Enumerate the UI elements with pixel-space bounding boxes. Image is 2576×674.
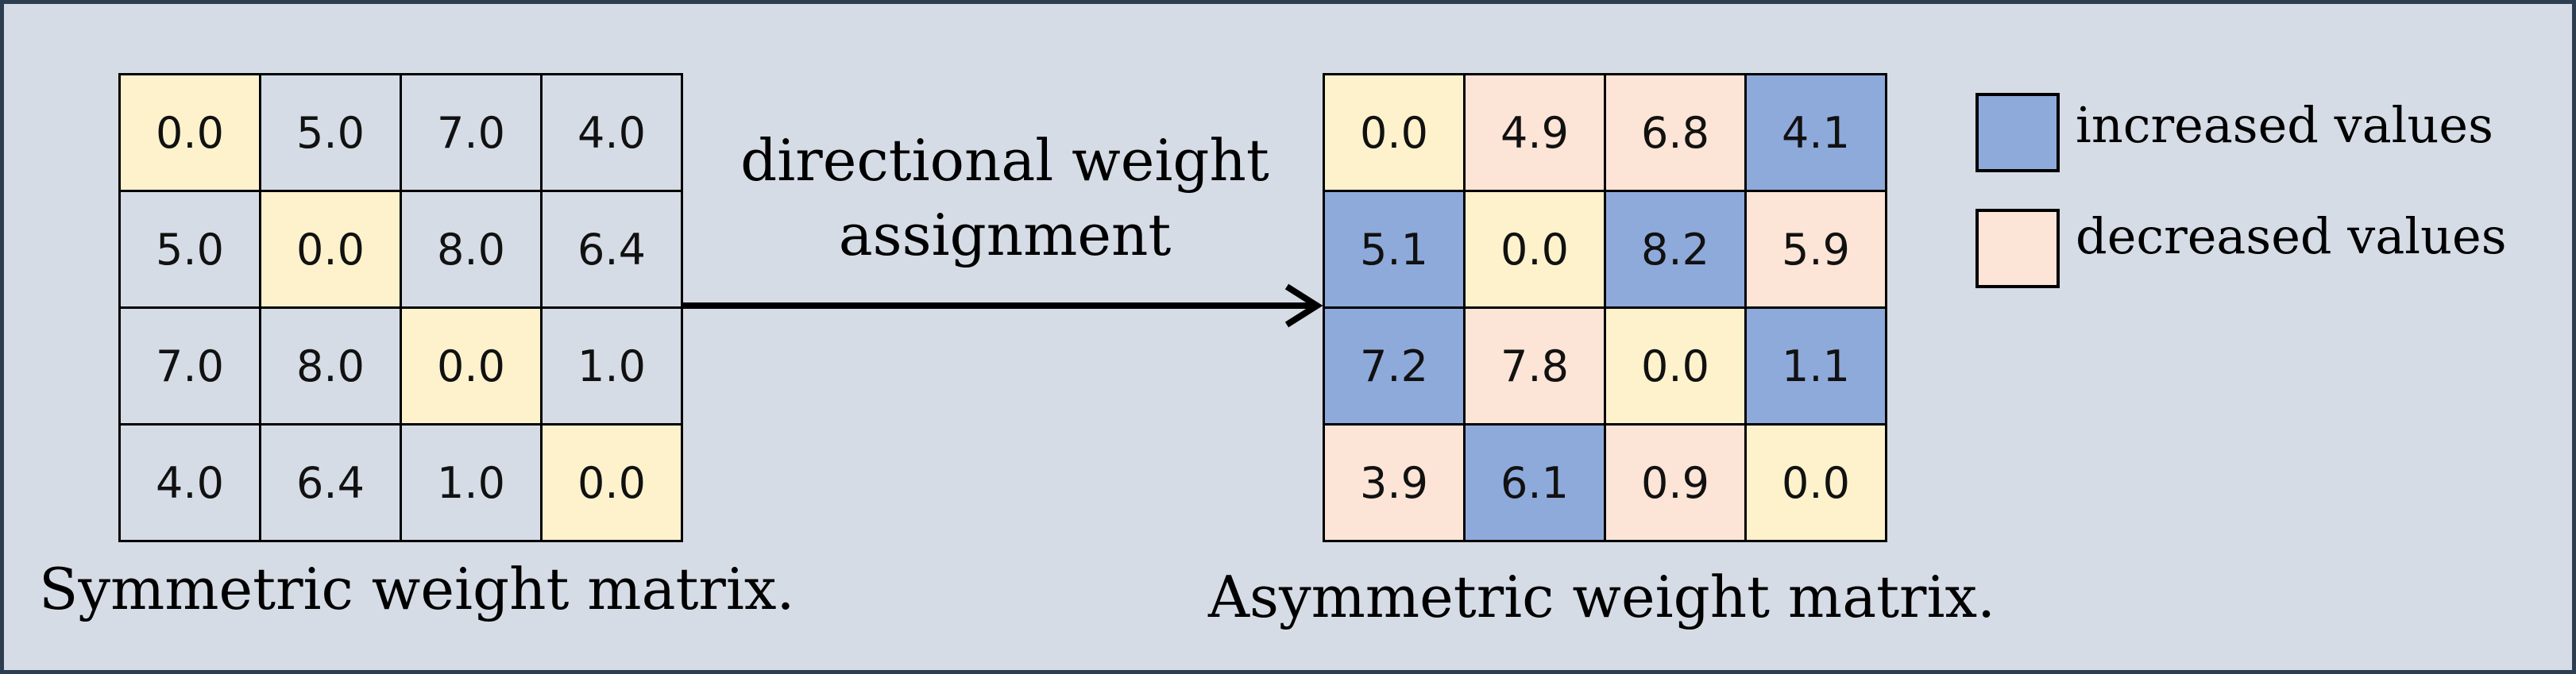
arrow-label: directional weight assignment <box>703 123 1307 272</box>
matrix-cell: 0.0 <box>261 192 402 309</box>
matrix-cell: 4.0 <box>543 75 683 192</box>
matrix-cell: 6.1 <box>1466 426 1606 542</box>
arrow-label-line-1: directional weight <box>740 127 1269 194</box>
matrix-cell: 0.0 <box>1325 75 1466 192</box>
matrix-cell: 7.0 <box>402 75 543 192</box>
matrix-cell: 0.9 <box>1606 426 1747 542</box>
matrix-cell: 0.0 <box>1606 309 1747 426</box>
matrix-cell: 7.8 <box>1466 309 1606 426</box>
matrix-cell: 0.0 <box>121 75 261 192</box>
legend-swatch-decreased <box>1975 209 2060 288</box>
matrix-cell: 8.2 <box>1606 192 1747 309</box>
matrix-cell: 7.0 <box>121 309 261 426</box>
matrix-cell: 5.0 <box>121 192 261 309</box>
matrix-cell: 0.0 <box>402 309 543 426</box>
matrix-cell: 1.0 <box>402 426 543 542</box>
matrix-cell: 7.2 <box>1325 309 1466 426</box>
matrix-cell: 0.0 <box>1466 192 1606 309</box>
matrix-cell: 0.0 <box>1747 426 1887 542</box>
matrix-cell: 5.0 <box>261 75 402 192</box>
arrow-label-line-2: assignment <box>838 202 1172 268</box>
symmetric-weight-matrix: 0.0 5.0 7.0 4.0 5.0 0.0 8.0 6.4 7.0 8.0 … <box>118 73 683 542</box>
matrix-cell: 5.9 <box>1747 192 1887 309</box>
matrix-cell: 3.9 <box>1325 426 1466 542</box>
symmetric-matrix-caption: Symmetric weight matrix. <box>39 556 795 622</box>
legend-label-decreased: decreased values <box>2076 207 2507 265</box>
matrix-cell: 8.0 <box>402 192 543 309</box>
matrix-cell: 5.1 <box>1325 192 1466 309</box>
matrix-cell: 6.4 <box>261 426 402 542</box>
legend-swatch-increased <box>1975 93 2060 172</box>
matrix-cell: 4.9 <box>1466 75 1606 192</box>
asymmetric-weight-matrix: 0.0 4.9 6.8 4.1 5.1 0.0 8.2 5.9 7.2 7.8 … <box>1323 73 1887 542</box>
matrix-cell: 6.8 <box>1606 75 1747 192</box>
matrix-cell: 6.4 <box>543 192 683 309</box>
matrix-cell: 1.0 <box>543 309 683 426</box>
matrix-cell: 8.0 <box>261 309 402 426</box>
matrix-cell: 0.0 <box>543 426 683 542</box>
matrix-cell: 4.1 <box>1747 75 1887 192</box>
legend-label-increased: increased values <box>2076 96 2493 154</box>
right-arrow-icon <box>683 283 1323 328</box>
matrix-cell: 1.1 <box>1747 309 1887 426</box>
matrix-cell: 4.0 <box>121 426 261 542</box>
asymmetric-matrix-caption: Asymmetric weight matrix. <box>1208 564 1995 630</box>
